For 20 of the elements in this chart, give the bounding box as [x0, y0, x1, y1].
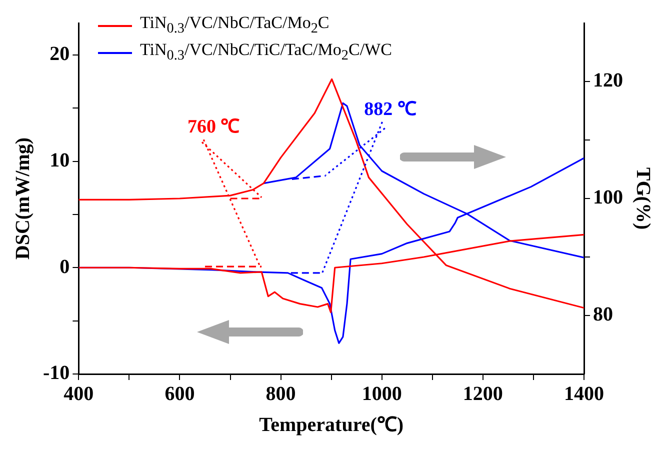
annotation: 882 ℃	[364, 98, 416, 120]
y2-tick-label: 120	[593, 70, 623, 92]
y2-tick-label: 100	[593, 186, 623, 209]
y2-tick-label: 80	[593, 304, 613, 326]
y-tick-label: 10	[50, 149, 70, 172]
legend-label: TiN$_{0.3}$/VC/NbC/TaC/Mo$_{2}$C	[140, 12, 330, 38]
y-tick-label: 0	[60, 256, 70, 278]
y2-axis-title: TG(%)	[632, 167, 654, 230]
x-tick-label: 1200	[462, 383, 503, 406]
x-tick-label: 1000	[362, 383, 402, 406]
y-axis-title: DSC(mW/mg)	[12, 137, 34, 260]
y-tick-label: -10	[42, 362, 70, 384]
x-tick-label: 1400	[564, 383, 604, 406]
x-tick-label: 600	[164, 383, 195, 406]
x-tick-label: 400	[64, 383, 94, 406]
annotation: 760 ℃	[187, 116, 240, 138]
x-tick-label: 800	[266, 383, 296, 406]
legend-label: TiN$_{0.3}$/VC/NbC/TiC/TaC/Mo$_{2}$C/WC	[140, 39, 392, 66]
x-axis-title: Temperature(℃)	[259, 414, 404, 436]
y-tick-label: 20	[50, 43, 70, 66]
